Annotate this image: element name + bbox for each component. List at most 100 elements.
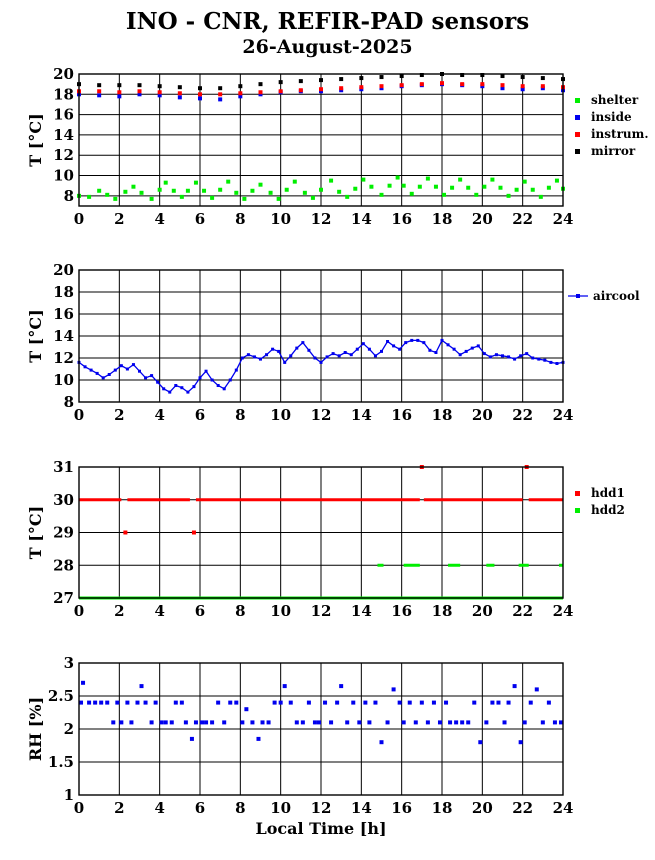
data-point [202, 188, 207, 193]
data-point [198, 86, 202, 91]
x-tick-label: 22 [512, 406, 533, 424]
data-point [123, 189, 128, 194]
data-point [554, 178, 559, 183]
data-point [534, 687, 539, 692]
data-point [331, 352, 335, 356]
data-point [276, 196, 281, 201]
x-tick-label: 12 [311, 799, 332, 817]
data-point [139, 684, 144, 689]
x-tick-label: 12 [311, 602, 332, 620]
data-point [361, 177, 366, 182]
data-point [278, 80, 283, 85]
legend-swatch [575, 508, 580, 513]
x-tick-label: 24 [553, 602, 574, 620]
y-tick-label: 2 [64, 720, 74, 738]
data-point [295, 346, 299, 350]
x-tick-label: 6 [195, 210, 205, 228]
data-point [186, 390, 190, 394]
data-point [540, 720, 545, 725]
data-point [131, 363, 135, 367]
data-point [163, 180, 168, 185]
data-point [149, 196, 154, 201]
legend-label: shelter [591, 93, 639, 107]
data-point [177, 95, 182, 100]
data-point [169, 720, 174, 725]
data-point [150, 374, 154, 378]
data-point [460, 82, 465, 87]
data-point [373, 354, 377, 358]
data-point [343, 351, 347, 354]
data-point [440, 338, 444, 342]
x-tick-label: 0 [74, 602, 84, 620]
data-point [359, 85, 364, 90]
data-point [298, 79, 303, 84]
data-point [171, 188, 176, 193]
data-point [292, 179, 297, 184]
data-point [442, 192, 447, 197]
data-point [531, 356, 535, 360]
data-point [193, 180, 198, 185]
data-point [546, 185, 551, 190]
data-point [379, 84, 384, 89]
data-point [200, 720, 205, 725]
x-tick-label: 12 [311, 210, 332, 228]
data-point [179, 700, 184, 705]
legend: shelter inside instrum. mirror [575, 93, 649, 158]
data-point [87, 700, 92, 705]
data-point [83, 365, 87, 369]
y-tick-label: 31 [53, 458, 74, 476]
data-point [313, 356, 317, 360]
x-tick-label: 8 [235, 406, 245, 424]
y-tick-label: 12 [53, 349, 74, 367]
data-point [422, 341, 426, 345]
data-point [458, 353, 462, 357]
data-point [501, 354, 504, 358]
y-tick-label: 27 [53, 589, 74, 607]
x-tick-label: 24 [553, 210, 574, 228]
data-point [250, 188, 255, 193]
data-point [339, 88, 344, 93]
data-point [226, 179, 231, 184]
legend-label: hdd2 [591, 503, 625, 517]
y-tick-label: 1.5 [48, 753, 74, 771]
data-point [353, 186, 358, 191]
data-point [520, 87, 525, 92]
data-point [156, 380, 160, 384]
data-point [514, 187, 519, 192]
data-point [416, 338, 420, 342]
x-tick-label: 14 [351, 602, 372, 620]
data-point [125, 367, 129, 371]
data-point [117, 94, 122, 99]
data-point [419, 82, 424, 87]
x-tick-label: 4 [154, 602, 164, 620]
data-point [401, 720, 406, 725]
data-point [549, 360, 553, 364]
data-point [228, 700, 233, 705]
data-point [97, 93, 102, 98]
x-tick-label: 18 [432, 799, 453, 817]
data-point [137, 89, 142, 94]
data-point [448, 720, 453, 725]
x-axis-label: Local Time [h] [255, 819, 386, 838]
data-point [474, 192, 479, 197]
data-point [379, 740, 384, 745]
data-point [192, 385, 196, 389]
x-tick-label: 24 [553, 406, 574, 424]
data-point [289, 354, 293, 358]
data-point [410, 338, 414, 342]
data-point [385, 720, 390, 725]
data-point [79, 700, 84, 705]
data-point [93, 700, 98, 705]
x-tick-label: 8 [235, 602, 245, 620]
data-point [153, 700, 158, 705]
x-tick-label: 0 [74, 799, 84, 817]
data-point [419, 73, 424, 78]
data-point [284, 187, 289, 192]
data-point [361, 342, 365, 346]
data-point [339, 86, 344, 91]
data-point [392, 344, 396, 348]
x-tick-label: 2 [114, 406, 124, 424]
data-point [244, 707, 249, 712]
x-tick-label: 2 [114, 210, 124, 228]
data-point [379, 86, 384, 91]
